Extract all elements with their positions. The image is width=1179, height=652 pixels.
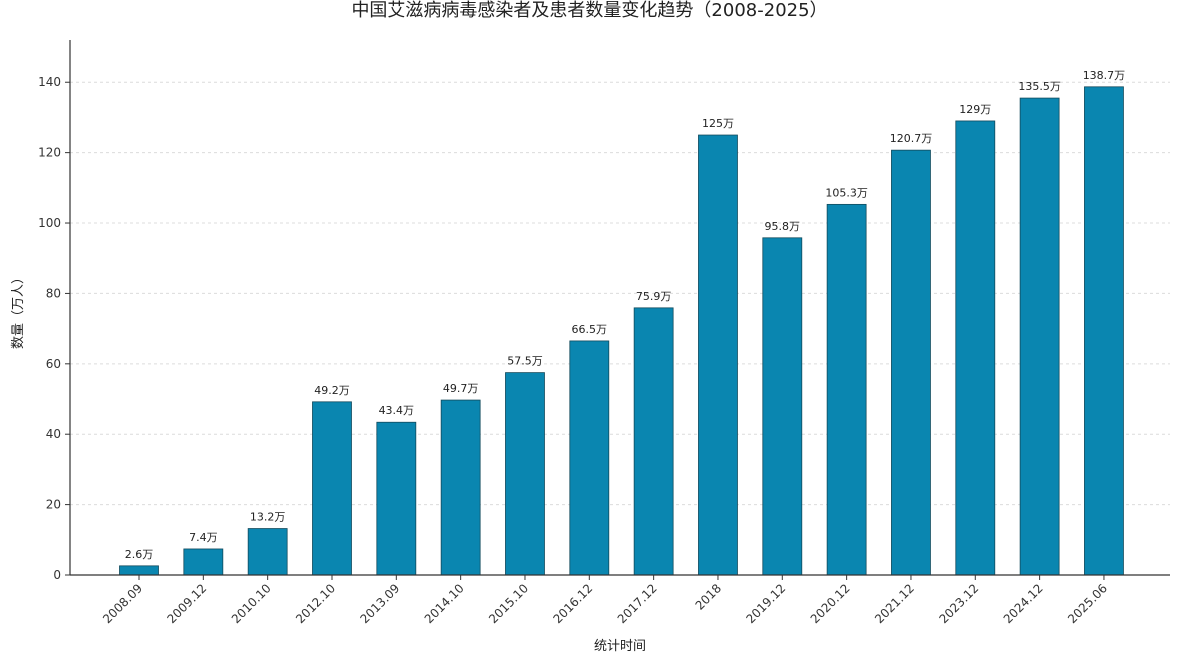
bar-value-label: 2.6万: [125, 548, 154, 561]
bar-value-label: 75.9万: [636, 290, 672, 303]
bar: [119, 565, 159, 576]
bar: [183, 548, 224, 576]
bar-value-label: 49.2万: [314, 384, 350, 397]
bar: [762, 237, 803, 576]
x-tick-label: 2009.12: [164, 581, 209, 626]
bar-value-label: 57.5万: [507, 355, 543, 368]
bar: [891, 149, 931, 576]
bar: [826, 203, 867, 576]
bar: [376, 421, 417, 576]
bar-value-label: 49.7万: [443, 382, 479, 395]
bar-value-label: 105.3万: [825, 186, 868, 199]
x-tick-label: 2010.10: [229, 581, 274, 626]
x-tick-label: 2019.12: [743, 581, 788, 626]
y-tick-label: 140: [38, 75, 61, 89]
y-tick-label: 80: [46, 286, 61, 300]
y-tick-label: 100: [38, 216, 61, 230]
y-tick-label: 120: [38, 146, 61, 160]
x-tick-label: 2013.09: [357, 581, 402, 626]
grid-lines: [70, 81, 1170, 506]
bar-value-label: 95.8万: [765, 220, 801, 233]
bar: [312, 401, 352, 576]
x-tick-label: 2015.10: [486, 581, 531, 626]
bar-value-label: 135.5万: [1018, 80, 1061, 93]
bar-value-label: 13.2万: [250, 511, 286, 524]
bar: [1019, 97, 1060, 576]
bar-value-label: 125万: [702, 117, 734, 130]
x-tick-label: 2025.06: [1065, 581, 1110, 626]
bar: [247, 528, 288, 576]
bar-value-label: 138.7万: [1083, 69, 1126, 82]
bar-value-label: 43.4万: [379, 404, 415, 417]
x-tick-label: 2012.10: [293, 581, 338, 626]
bar: [698, 134, 738, 576]
x-tick-label: 2023.12: [936, 581, 981, 626]
bar-value-label: 129万: [959, 103, 991, 116]
x-tick-label: 2008.09: [100, 581, 145, 626]
bar: [505, 372, 545, 576]
y-tick-label: 40: [46, 427, 61, 441]
x-tick-label: 2014.10: [422, 581, 467, 626]
x-tick-label: 2024.12: [1001, 581, 1046, 626]
bar: [633, 307, 674, 576]
y-tick-label: 0: [53, 568, 61, 582]
bar: [955, 120, 996, 576]
bar-value-label: 120.7万: [890, 132, 933, 145]
bar-value-label: 66.5万: [572, 323, 608, 336]
y-tick-label: 60: [46, 357, 61, 371]
x-axis-title: 统计时间: [594, 639, 646, 652]
bar-value-label: 7.4万: [189, 531, 218, 544]
chart-title: 中国艾滋病病毒感染者及患者数量变化趋势（2008-2025）: [351, 0, 828, 21]
y-axis-title: 数量（万人）: [11, 271, 26, 349]
bar: [440, 399, 481, 576]
axes: [65, 40, 1170, 580]
x-tick-label: 2017.12: [615, 581, 660, 626]
x-tick-label: 2021.12: [872, 581, 917, 626]
bar: [1084, 86, 1124, 576]
y-tick-label: 20: [46, 498, 61, 512]
x-tick-label: 2016.12: [550, 581, 595, 626]
bars: [119, 86, 1124, 576]
x-tick-label: 2020.12: [808, 581, 853, 626]
x-tick-label: 2018: [693, 581, 724, 612]
bar: [569, 340, 610, 576]
